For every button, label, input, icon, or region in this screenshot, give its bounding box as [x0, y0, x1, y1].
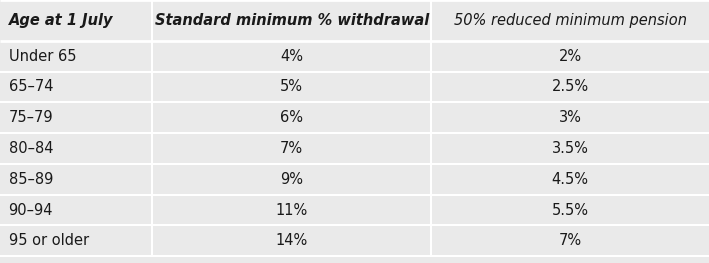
Bar [0, 133, 152, 164]
Bar [431, 164, 709, 195]
Bar [152, 102, 431, 133]
Text: 4.5%: 4.5% [552, 172, 588, 187]
Text: 5%: 5% [280, 79, 303, 94]
Text: 85–89: 85–89 [9, 172, 53, 187]
Text: 14%: 14% [276, 233, 308, 248]
Bar [152, 195, 431, 225]
Bar [431, 133, 709, 164]
Text: 7%: 7% [280, 141, 303, 156]
Bar [0, 0, 152, 41]
Bar [431, 72, 709, 102]
Text: 11%: 11% [276, 203, 308, 218]
Bar [0, 164, 152, 195]
Text: 95 or older: 95 or older [9, 233, 89, 248]
Text: 4%: 4% [280, 49, 303, 64]
Bar [0, 225, 152, 256]
Text: 9%: 9% [280, 172, 303, 187]
Text: 5.5%: 5.5% [552, 203, 588, 218]
Text: 3.5%: 3.5% [552, 141, 588, 156]
Bar [431, 195, 709, 225]
Bar [152, 225, 431, 256]
Bar [152, 0, 431, 41]
Bar [431, 225, 709, 256]
Bar [0, 72, 152, 102]
Text: 75–79: 75–79 [9, 110, 53, 125]
Bar [152, 133, 431, 164]
Text: 90–94: 90–94 [9, 203, 53, 218]
Bar [0, 195, 152, 225]
Text: Under 65: Under 65 [9, 49, 76, 64]
Text: 3%: 3% [559, 110, 581, 125]
Text: 50% reduced minimum pension: 50% reduced minimum pension [454, 13, 686, 28]
Bar [152, 164, 431, 195]
Text: 7%: 7% [559, 233, 581, 248]
Bar [152, 72, 431, 102]
Bar [0, 102, 152, 133]
Text: 2.5%: 2.5% [552, 79, 588, 94]
Bar [152, 41, 431, 72]
Bar [0, 41, 152, 72]
Text: 2%: 2% [559, 49, 581, 64]
Text: 80–84: 80–84 [9, 141, 53, 156]
Text: Standard minimum % withdrawal: Standard minimum % withdrawal [155, 13, 429, 28]
Bar [431, 41, 709, 72]
Text: 65–74: 65–74 [9, 79, 53, 94]
Text: 6%: 6% [280, 110, 303, 125]
Text: Age at 1 July: Age at 1 July [9, 13, 113, 28]
Bar [431, 0, 709, 41]
Bar [431, 102, 709, 133]
